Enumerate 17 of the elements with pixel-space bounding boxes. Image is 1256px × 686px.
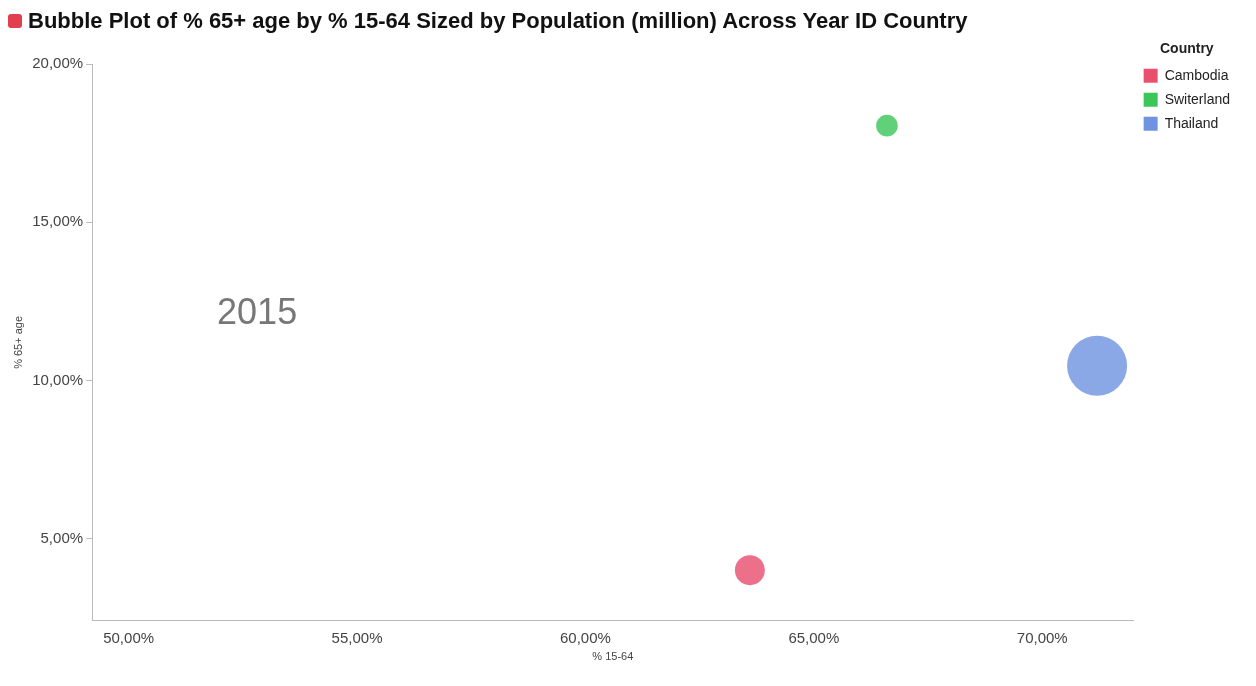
y-tick-label: 20,00% xyxy=(32,54,84,72)
y-tick-label: 10,00% xyxy=(32,370,84,388)
y-axis-title: % 65+ age xyxy=(11,315,24,369)
x-tick-label: 55,00% xyxy=(331,628,383,646)
x-tick-label: 60,00% xyxy=(560,628,611,646)
x-axis-title: % 15-64 xyxy=(592,650,634,663)
x-tick-label: 50,00% xyxy=(103,628,155,646)
legend-title: Country xyxy=(1159,39,1214,56)
legend-label: Thailand xyxy=(1164,114,1219,131)
annotation: 2015 xyxy=(217,291,298,333)
legend-label: Cambodia xyxy=(1164,66,1229,83)
x-tick-label: 65,00% xyxy=(788,628,840,646)
legend-label: Switerland xyxy=(1164,90,1231,107)
chart-title: Bubble Plot of % 65+ age by % 15-64 Sized by Population (million) Across Year ID Country xyxy=(28,8,968,34)
x-tick-label: 70,00% xyxy=(1016,628,1068,646)
y-tick-label: 5,00% xyxy=(40,528,84,546)
y-tick-label: 15,00% xyxy=(32,212,84,230)
